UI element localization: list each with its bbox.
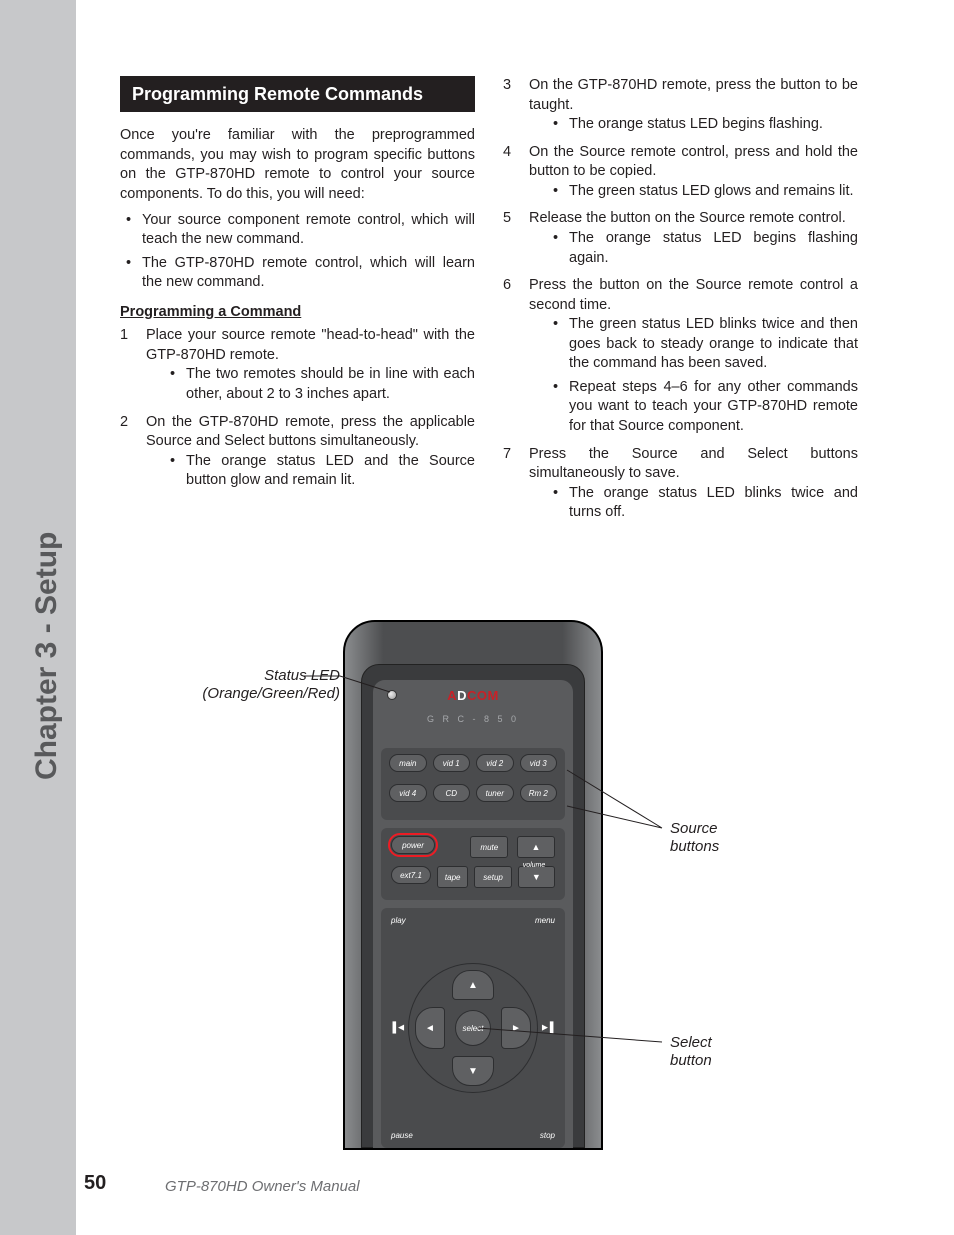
step-item: 5 Release the button on the Source remot… <box>503 209 858 272</box>
volume-up-button[interactable]: ▲ <box>517 836 555 858</box>
tape-button[interactable]: tape <box>437 866 468 888</box>
list-item: The orange status LED begins flashing. <box>569 115 858 135</box>
step-number: 6 <box>503 276 529 441</box>
step-text: Press the Source and Select buttons simu… <box>529 446 858 482</box>
vid1-button[interactable]: vid 1 <box>433 754 471 772</box>
menu-label: menu <box>535 916 555 925</box>
vid3-button[interactable]: vid 3 <box>520 754 558 772</box>
list-item: The GTP-870HD remote control, which will… <box>142 254 475 293</box>
page-number: 50 <box>84 1172 106 1195</box>
list-item: The two remotes should be in line with e… <box>186 365 475 404</box>
select-button[interactable]: select <box>455 1010 491 1046</box>
setup-button[interactable]: setup <box>474 866 511 888</box>
step-number: 7 <box>503 445 529 527</box>
footer-manual-title: GTP-870HD Owner's Manual <box>165 1178 360 1195</box>
step-text: On the GTP-870HD remote, press the appli… <box>146 414 475 450</box>
pause-label: pause <box>391 1131 413 1140</box>
step-number: 2 <box>120 413 146 495</box>
power-button[interactable]: power <box>391 836 435 854</box>
step-item: 3 On the GTP-870HD remote, press the but… <box>503 76 858 139</box>
callout-source-buttons: Sourcebuttons <box>670 820 719 856</box>
brand-logo: ADCOM <box>345 688 601 703</box>
list-item: The orange status LED blinks twice and t… <box>569 484 858 523</box>
step-text: Release the button on the Source remote … <box>529 210 846 226</box>
step-number: 3 <box>503 76 529 139</box>
subheading: Programming a Command <box>120 303 475 323</box>
side-chapter-label: Chapter 3 - Setup <box>30 532 64 780</box>
vid4-button[interactable]: vid 4 <box>389 784 427 802</box>
callout-select-button: Selectbutton <box>670 1034 712 1070</box>
content-columns: Programming Remote Commands Once you're … <box>120 76 866 531</box>
model-label: G R C - 8 5 0 <box>345 714 601 724</box>
stop-label: stop <box>540 1131 555 1140</box>
nav-panel: play menu pause stop ▐◄◄ ►►▌ ▲ ▼ ◄ ► sel… <box>381 908 565 1148</box>
main-button[interactable]: main <box>389 754 427 772</box>
dpad-right-button[interactable]: ► <box>501 1007 531 1049</box>
mid-panel: power mute ▲ volume ext7.1 tape setup ▼ <box>381 828 565 900</box>
list-item: The orange status LED begins flashing ag… <box>569 229 858 268</box>
step-text: On the Source remote control, press and … <box>529 144 858 180</box>
step-item: 4 On the Source remote control, press an… <box>503 143 858 206</box>
list-item: The green status LED glows and remains l… <box>569 182 858 202</box>
steps-right: 3 On the GTP-870HD remote, press the but… <box>503 76 858 527</box>
remote-diagram: ADCOM G R C - 8 5 0 main vid 1 vid 2 vid… <box>343 620 603 1150</box>
left-column: Programming Remote Commands Once you're … <box>120 76 475 531</box>
step-number: 4 <box>503 143 529 206</box>
list-item: The orange status LED and the Source but… <box>186 452 475 491</box>
section-header: Programming Remote Commands <box>120 76 475 112</box>
steps-left: 1 Place your source remote "head-to-head… <box>120 326 475 495</box>
ext71-button[interactable]: ext7.1 <box>391 866 431 884</box>
step-number: 5 <box>503 209 529 272</box>
remote-body: ADCOM G R C - 8 5 0 main vid 1 vid 2 vid… <box>343 620 603 1150</box>
callout-status-led: Status LED(Orange/Green/Red) <box>160 667 340 703</box>
step-item: 7 Press the Source and Select buttons si… <box>503 445 858 527</box>
intro-paragraph: Once you're familiar with the preprogram… <box>120 126 475 204</box>
right-column: 3 On the GTP-870HD remote, press the but… <box>503 76 858 531</box>
play-label: play <box>391 916 406 925</box>
dpad-left-button[interactable]: ◄ <box>415 1007 445 1049</box>
dpad-ring: ▲ ▼ ◄ ► select <box>408 963 538 1093</box>
intro-bullet-list: Your source component remote control, wh… <box>120 211 475 293</box>
dpad-down-button[interactable]: ▼ <box>452 1056 494 1086</box>
rm2-button[interactable]: Rm 2 <box>520 784 558 802</box>
volume-label: volume <box>515 862 553 869</box>
tuner-button[interactable]: tuner <box>476 784 514 802</box>
step-text: On the GTP-870HD remote, press the butto… <box>529 77 858 113</box>
source-panel: main vid 1 vid 2 vid 3 vid 4 CD tuner Rm… <box>381 748 565 820</box>
vid2-button[interactable]: vid 2 <box>476 754 514 772</box>
mute-button[interactable]: mute <box>470 836 508 858</box>
list-item: The green status LED blinks twice and th… <box>569 315 858 374</box>
dpad-up-button[interactable]: ▲ <box>452 970 494 1000</box>
list-item: Repeat steps 4–6 for any other commands … <box>569 378 858 437</box>
step-item: 6 Press the button on the Source remote … <box>503 276 858 441</box>
list-item: Your source component remote control, wh… <box>142 211 475 250</box>
cd-button[interactable]: CD <box>433 784 471 802</box>
step-item: 2 On the GTP-870HD remote, press the app… <box>120 413 475 495</box>
step-text: Press the button on the Source remote co… <box>529 277 858 313</box>
step-number: 1 <box>120 326 146 408</box>
step-text: Place your source remote "head-to-head" … <box>146 327 475 363</box>
step-item: 1 Place your source remote "head-to-head… <box>120 326 475 408</box>
volume-down-button[interactable]: ▼ <box>518 866 555 888</box>
